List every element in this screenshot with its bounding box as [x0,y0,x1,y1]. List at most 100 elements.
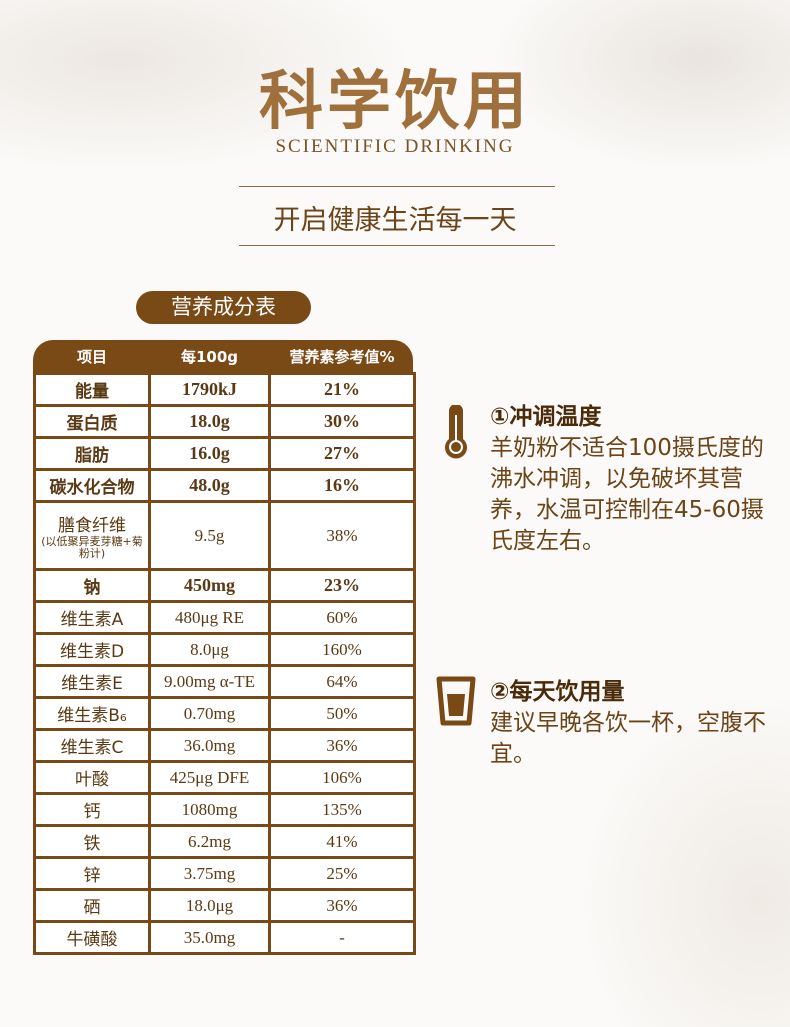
nrv-cell: - [268,920,416,955]
nrv-cell: 36% [268,888,416,923]
table-row: 碳水化合物 48.0g 16% [33,468,416,503]
item-cell: 钠 [33,568,151,603]
nrv-cell: 160% [268,632,416,667]
item-name: 膳食纤维 [58,516,126,536]
slogan: 开启健康生活每一天 [273,205,517,236]
item-name: 硒 [83,898,101,918]
tip-text: 建议早晚各饮一杯，空腹不宜。 [490,710,766,767]
item-cell: 维生素C [33,728,151,763]
table-row: 膳食纤维 (以低聚异麦芽糖+菊粉计) 9.5g 38% [33,500,416,571]
item-name: 钠 [83,578,101,598]
column-header: 每100g [180,347,239,366]
item-cell: 叶酸 [33,760,151,795]
item-note: (以低聚异麦芽糖+菊粉计) [41,535,143,560]
nrv-cell: 38% [268,500,416,571]
item-name: 维生素C [60,738,124,758]
amount-cell: 6.2mg [148,824,271,859]
table-row: 能量 1790kJ 21% [33,372,416,407]
amount-cell: 18.0g [148,404,271,439]
item-name: 能量 [75,382,109,402]
item-cell: 牛磺酸 [33,920,151,955]
divider [239,186,555,187]
tip-temperature: ①冲调温度 羊奶粉不适合100摄氏度的沸水冲调，以免破坏其营养，水温可控制在45… [490,402,770,557]
item-cell: 脂肪 [33,436,151,471]
amount-cell: 450mg [148,568,271,603]
item-name: 叶酸 [75,770,109,790]
item-cell: 维生素D [33,632,151,667]
thermometer-icon [445,405,467,459]
nrv-cell: 23% [268,568,416,603]
nrv-cell: 16% [268,468,416,503]
nutrition-badge: 营养成分表 [136,291,311,324]
nrv-cell: 21% [268,372,416,407]
item-cell: 钙 [33,792,151,827]
item-cell: 能量 [33,372,151,407]
item-name: 碳水化合物 [49,478,135,498]
amount-cell: 18.0μg [148,888,271,923]
item-cell: 碳水化合物 [33,468,151,503]
nrv-cell: 50% [268,696,416,731]
column-header: 营养素参考值% [289,347,395,366]
table-row: 维生素C 36.0mg 36% [33,728,416,763]
amount-cell: 3.75mg [148,856,271,891]
table-row: 铁 6.2mg 41% [33,824,416,859]
item-name: 维生素A [60,610,124,630]
table-row: 维生素D 8.0μg 160% [33,632,416,667]
item-cell: 维生素B₆ [33,696,151,731]
nrv-cell: 27% [268,436,416,471]
table-row: 锌 3.75mg 25% [33,856,416,891]
amount-cell: 480μg RE [148,600,271,635]
item-name: 维生素B₆ [57,706,127,726]
tip-title: ②每天饮用量 [490,679,625,705]
page-subtitle: SCIENTIFIC DRINKING [275,136,515,157]
item-name: 铁 [83,834,101,854]
item-name: 蛋白质 [66,414,118,434]
divider [239,245,555,246]
table-row: 脂肪 16.0g 27% [33,436,416,471]
amount-cell: 1080mg [148,792,271,827]
nrv-cell: 25% [268,856,416,891]
nrv-cell: 64% [268,664,416,699]
nrv-cell: 60% [268,600,416,635]
column-header: 项目 [76,347,107,366]
amount-cell: 1790kJ [148,372,271,407]
table-row: 硒 18.0μg 36% [33,888,416,923]
amount-cell: 9.00mg α-TE [148,664,271,699]
item-name: 牛磺酸 [66,930,118,950]
item-name: 维生素D [59,642,125,662]
amount-cell: 16.0g [148,436,271,471]
item-cell: 蛋白质 [33,404,151,439]
amount-cell: 425μg DFE [148,760,271,795]
amount-cell: 36.0mg [148,728,271,763]
cup-icon [436,676,476,726]
item-name: 维生素E [61,674,123,694]
nrv-cell: 30% [268,404,416,439]
table-row: 牛磺酸 35.0mg - [33,920,416,955]
table-row: 钠 450mg 23% [33,568,416,603]
table-row: 钙 1080mg 135% [33,792,416,827]
nrv-cell: 41% [268,824,416,859]
nrv-cell: 36% [268,728,416,763]
item-cell: 维生素E [33,664,151,699]
amount-cell: 0.70mg [148,696,271,731]
nrv-cell: 135% [268,792,416,827]
page-title: 科学饮用 [259,64,531,139]
tip-text: 羊奶粉不适合100摄氏度的沸水冲调，以免破坏其营养，水温可控制在45-60摄氏度… [490,435,764,554]
table-row: 维生素E 9.00mg α-TE 64% [33,664,416,699]
amount-cell: 35.0mg [148,920,271,955]
table-row: 蛋白质 18.0g 30% [33,404,416,439]
item-cell: 膳食纤维 (以低聚异麦芽糖+菊粉计) [33,500,151,571]
item-name: 锌 [83,866,101,886]
item-cell: 锌 [33,856,151,891]
amount-cell: 9.5g [148,500,271,571]
item-cell: 铁 [33,824,151,859]
item-cell: 硒 [33,888,151,923]
amount-cell: 8.0μg [148,632,271,667]
nutrition-table: 项目 每100g 营养素参考值% 能量 1790kJ 21% 蛋白质 18.0g 30% 脂… [33,340,416,955]
table-row: 叶酸 425μg DFE 106% [33,760,416,795]
table-row: 维生素A 480μg RE 60% [33,600,416,635]
item-name: 钙 [83,802,101,822]
item-cell: 维生素A [33,600,151,635]
amount-cell: 48.0g [148,468,271,503]
item-name: 脂肪 [75,446,109,466]
